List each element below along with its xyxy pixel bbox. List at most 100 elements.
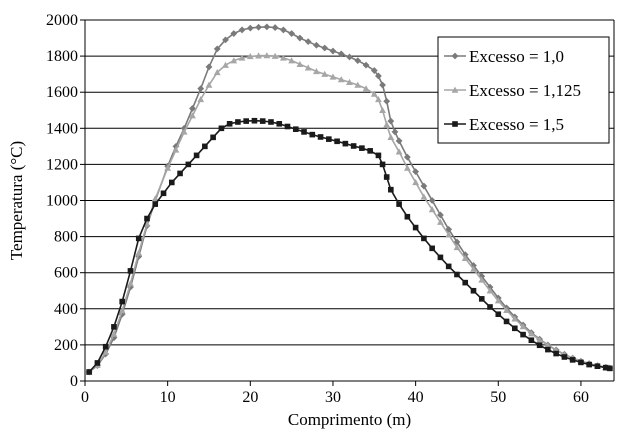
data-point	[454, 271, 460, 278]
data-point	[445, 225, 453, 233]
series-2	[85, 52, 614, 375]
data-point	[370, 90, 378, 97]
x-tick-label: 50	[490, 389, 506, 406]
data-point	[362, 61, 370, 69]
data-point	[544, 341, 552, 348]
data-point	[321, 70, 329, 77]
data-point	[304, 64, 312, 71]
data-point	[607, 365, 613, 372]
data-point	[118, 307, 126, 314]
y-tick-label: 1000	[46, 193, 78, 210]
data-point	[428, 206, 436, 213]
data-point	[403, 164, 411, 171]
legend-box	[437, 36, 610, 144]
data-point	[337, 76, 345, 83]
data-point	[110, 330, 118, 337]
x-tick-label: 0	[81, 389, 89, 406]
data-point	[135, 249, 143, 256]
legend-item: Excesso = 1,5	[444, 115, 564, 134]
data-point	[296, 34, 304, 42]
data-point	[263, 52, 271, 59]
series-3	[86, 117, 613, 375]
data-point	[379, 106, 386, 113]
data-point	[395, 148, 403, 155]
data-point	[553, 350, 559, 357]
data-point	[151, 195, 159, 202]
data-point	[354, 57, 362, 65]
data-point	[391, 128, 399, 136]
data-point	[259, 118, 266, 124]
axes-layer	[80, 19, 615, 386]
data-point	[255, 23, 262, 31]
data-point	[478, 272, 486, 280]
data-point	[375, 152, 382, 159]
x-tick-label: 60	[573, 389, 589, 406]
data-point	[429, 245, 435, 252]
data-point	[470, 265, 477, 272]
data-point	[238, 54, 246, 61]
data-point	[279, 26, 287, 34]
legend-items: Excesso = 1,0 Excesso = 1,125 Excesso = 1,…	[444, 47, 581, 134]
data-point	[197, 85, 205, 92]
y-axis-title: Temperatura (°C)	[7, 141, 26, 260]
data-point	[271, 52, 279, 59]
data-point	[205, 81, 213, 88]
data-point	[354, 81, 362, 88]
data-point	[321, 44, 329, 52]
data-point	[478, 296, 485, 302]
data-point	[337, 50, 345, 58]
data-point	[271, 24, 279, 31]
data-point	[375, 72, 382, 80]
data-point	[379, 81, 386, 89]
data-point	[421, 235, 427, 242]
data-point	[395, 137, 403, 145]
data-point	[193, 152, 200, 159]
data-point	[185, 161, 192, 168]
data-point	[396, 201, 402, 207]
data-point	[437, 218, 444, 225]
legend-label: Excesso = 1,5	[469, 115, 564, 134]
data-point	[494, 297, 502, 304]
data-point	[189, 105, 196, 112]
data-point	[383, 97, 391, 105]
data-point	[263, 23, 271, 31]
data-point	[334, 138, 340, 145]
data-point	[246, 53, 254, 60]
x-tick-label: 10	[160, 389, 176, 406]
data-point	[313, 68, 320, 75]
data-point	[304, 38, 312, 46]
data-point	[461, 254, 469, 261]
data-point	[445, 263, 452, 270]
data-point	[561, 354, 568, 360]
data-point	[375, 96, 382, 103]
y-tick-label: 1400	[46, 120, 78, 137]
data-point	[495, 311, 502, 318]
data-point	[412, 224, 419, 231]
data-point	[527, 330, 535, 337]
data-point	[362, 85, 370, 92]
data-point	[346, 78, 353, 85]
data-point	[453, 238, 461, 246]
data-point	[197, 96, 205, 103]
data-point	[110, 334, 118, 342]
data-point	[230, 57, 238, 64]
data-point	[317, 134, 324, 140]
data-point	[235, 119, 241, 125]
data-point	[578, 359, 584, 366]
data-point	[536, 342, 543, 349]
y-tick-label: 600	[54, 265, 78, 282]
data-point	[412, 179, 420, 186]
y-tick-label: 800	[54, 229, 78, 246]
data-point	[528, 337, 535, 344]
data-point	[428, 197, 436, 204]
data-point	[102, 348, 110, 355]
data-point	[478, 276, 486, 283]
legend-swatch-marker	[451, 52, 459, 60]
data-point	[379, 161, 386, 168]
data-point	[350, 143, 357, 149]
data-point	[462, 279, 469, 286]
data-point	[222, 36, 229, 44]
data-point	[569, 357, 576, 363]
data-point	[226, 120, 233, 127]
data-point	[160, 190, 167, 197]
